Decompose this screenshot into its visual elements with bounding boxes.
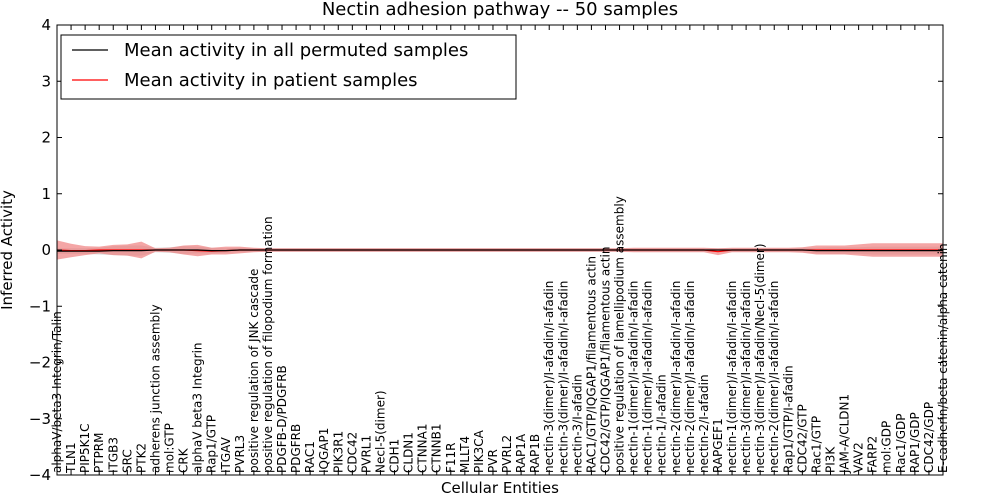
x-tick-label: CTNNA1 [416, 423, 430, 473]
x-tick-label: MLLT4 [458, 436, 472, 473]
x-tick-label: mol:GTP [163, 423, 177, 473]
y-tick-label: 1 [41, 185, 51, 203]
x-tick-label: RAC1 [303, 441, 317, 473]
legend-label-permuted: Mean activity in all permuted samples [124, 40, 468, 61]
x-tick-label: CLDN1 [402, 432, 416, 473]
x-tick-label: Rap1/GTP/I-afadin [781, 365, 795, 473]
y-tick-label: 3 [41, 72, 51, 90]
y-tick-label: −3 [29, 410, 51, 428]
x-tick-label: CDC42/GTP/IQGAP1/filamentous actin [599, 247, 613, 473]
x-tick-label: CTNNB1 [430, 423, 444, 473]
x-tick-label: RAP1A [514, 433, 528, 473]
x-tick-label: PIK3R1 [331, 431, 345, 473]
x-tick-label: PVRL3 [233, 435, 247, 473]
x-tick-label: nectin-3(dimer)/I-afadin/I-afadin [556, 281, 570, 473]
x-tick-label: F11R [444, 442, 458, 473]
x-tick-label: TLN1 [64, 442, 78, 474]
x-tick-label: ITGB3 [106, 437, 120, 473]
y-tick-label: 2 [41, 129, 51, 147]
x-tick-label: RAC1/GTP/IQGAP1/filamentous actin [584, 256, 598, 473]
x-tick-label: positive regulation of JNK cascade [247, 269, 261, 473]
x-tick-label: PTK2 [134, 443, 148, 473]
x-tick-label: PIP5K1C [78, 423, 92, 473]
x-tick-label: nectin-3/I-afadin [570, 374, 584, 473]
x-tick-label: nectin-3(dimer)/I-afadin/Necl-5(dimer) [753, 243, 767, 473]
x-tick-label: PDGFRB [289, 424, 303, 473]
x-tick-label: PDGFB-D/PDGFRB [275, 365, 289, 473]
x-tick-label: nectin-3(dimer)/I-afadin/I-afadin [739, 281, 753, 473]
permuted-mean-line [57, 249, 943, 252]
x-tick-label: CDC42 [345, 432, 359, 473]
x-tick-label: JAM-A/CLDN1 [838, 394, 852, 474]
x-tick-label: ITGAV [219, 436, 233, 473]
x-tick-label: CDC42/GTP [795, 404, 809, 473]
y-axis-label: Inferred Activity [0, 190, 16, 310]
x-tick-label: positive regulation of lamellipodium ass… [613, 196, 627, 473]
x-tick-label: mol:GDP [880, 421, 894, 473]
x-tick-label: nectin-1/I-afadin [655, 374, 669, 473]
x-tick-label: nectin-1(dimer)/I-afadin/I-afadin [725, 281, 739, 473]
legend: Mean activity in all permuted samples Me… [60, 34, 517, 100]
x-tick-label: CRK [177, 447, 191, 473]
legend-label-patient: Mean activity in patient samples [124, 70, 418, 91]
x-tick-label: nectin-1(dimer)/I-afadin/I-afadin [627, 281, 641, 473]
x-tick-label: Rac1/GTP [809, 416, 823, 473]
x-tick-label: Rac1/GDP [894, 414, 908, 473]
x-tick-label: adherens junction assembly [148, 304, 162, 473]
x-tick-label: PVRL2 [500, 435, 514, 473]
x-tick-label: nectin-2(dimer)/I-afadin/I-afadin [683, 281, 697, 473]
x-tick-label: E-cadherin/beta catenin/alpha catenin [936, 243, 950, 473]
x-tick-label: RAP1B [528, 434, 542, 473]
x-tick-label: VAV2 [852, 442, 866, 473]
y-tick-label: −1 [29, 297, 51, 315]
x-tick-label: SRC [120, 449, 134, 473]
y-axis-ticks: −4 −3 −2 −1 0 1 2 3 4 [29, 16, 943, 484]
x-tick-label: PIK3CA [472, 429, 486, 473]
x-tick-label: FARP2 [866, 436, 880, 473]
x-tick-label: nectin-2(dimer)/I-afadin/I-afadin [767, 281, 781, 473]
x-tick-label: alphaV beta3 Integrin [191, 342, 205, 473]
x-tick-label: PVR [486, 449, 500, 473]
x-tick-label: nectin-1(dimer)/I-afadin/I-afadin [641, 281, 655, 473]
x-tick-label: PVRL1 [359, 435, 373, 473]
x-tick-label: nectin-2(dimer)/I-afadin/I-afadin [669, 281, 683, 473]
y-tick-label: 0 [41, 241, 51, 259]
x-tick-label: CDC42/GDP [922, 402, 936, 473]
x-tick-label: alphaV/beta3 Integrin/Talin [50, 311, 64, 473]
y-tick-label: 4 [41, 16, 51, 34]
x-tick-label: RAP1/GDP [908, 412, 922, 473]
x-tick-label: PI3K [824, 446, 838, 473]
y-tick-label: −4 [29, 466, 51, 484]
x-tick-label: PTPRM [92, 433, 106, 474]
x-tick-label: nectin-3(dimer)/I-afadin/I-afadin [542, 281, 556, 473]
x-axis-label: Cellular Entities [441, 479, 559, 497]
y-tick-label: −2 [29, 354, 51, 372]
x-tick-label: Necl-5(dimer) [374, 390, 388, 473]
chart-title: Nectin adhesion pathway -- 50 samples [322, 0, 678, 20]
x-axis-ticks: alphaV/beta3 Integrin/Talin TLN1 PIP5K1C PT… [50, 25, 950, 475]
legend-box [60, 34, 517, 100]
x-tick-label: positive regulation of filopodium format… [261, 216, 275, 473]
x-tick-label: CDH1 [388, 439, 402, 473]
x-tick-label: IQGAP1 [317, 428, 331, 473]
x-tick-label: RAPGEF1 [711, 418, 725, 473]
x-tick-label: nectin-2/I-afadin [697, 374, 711, 473]
x-tick-label: Rap1/GTP [205, 415, 219, 473]
